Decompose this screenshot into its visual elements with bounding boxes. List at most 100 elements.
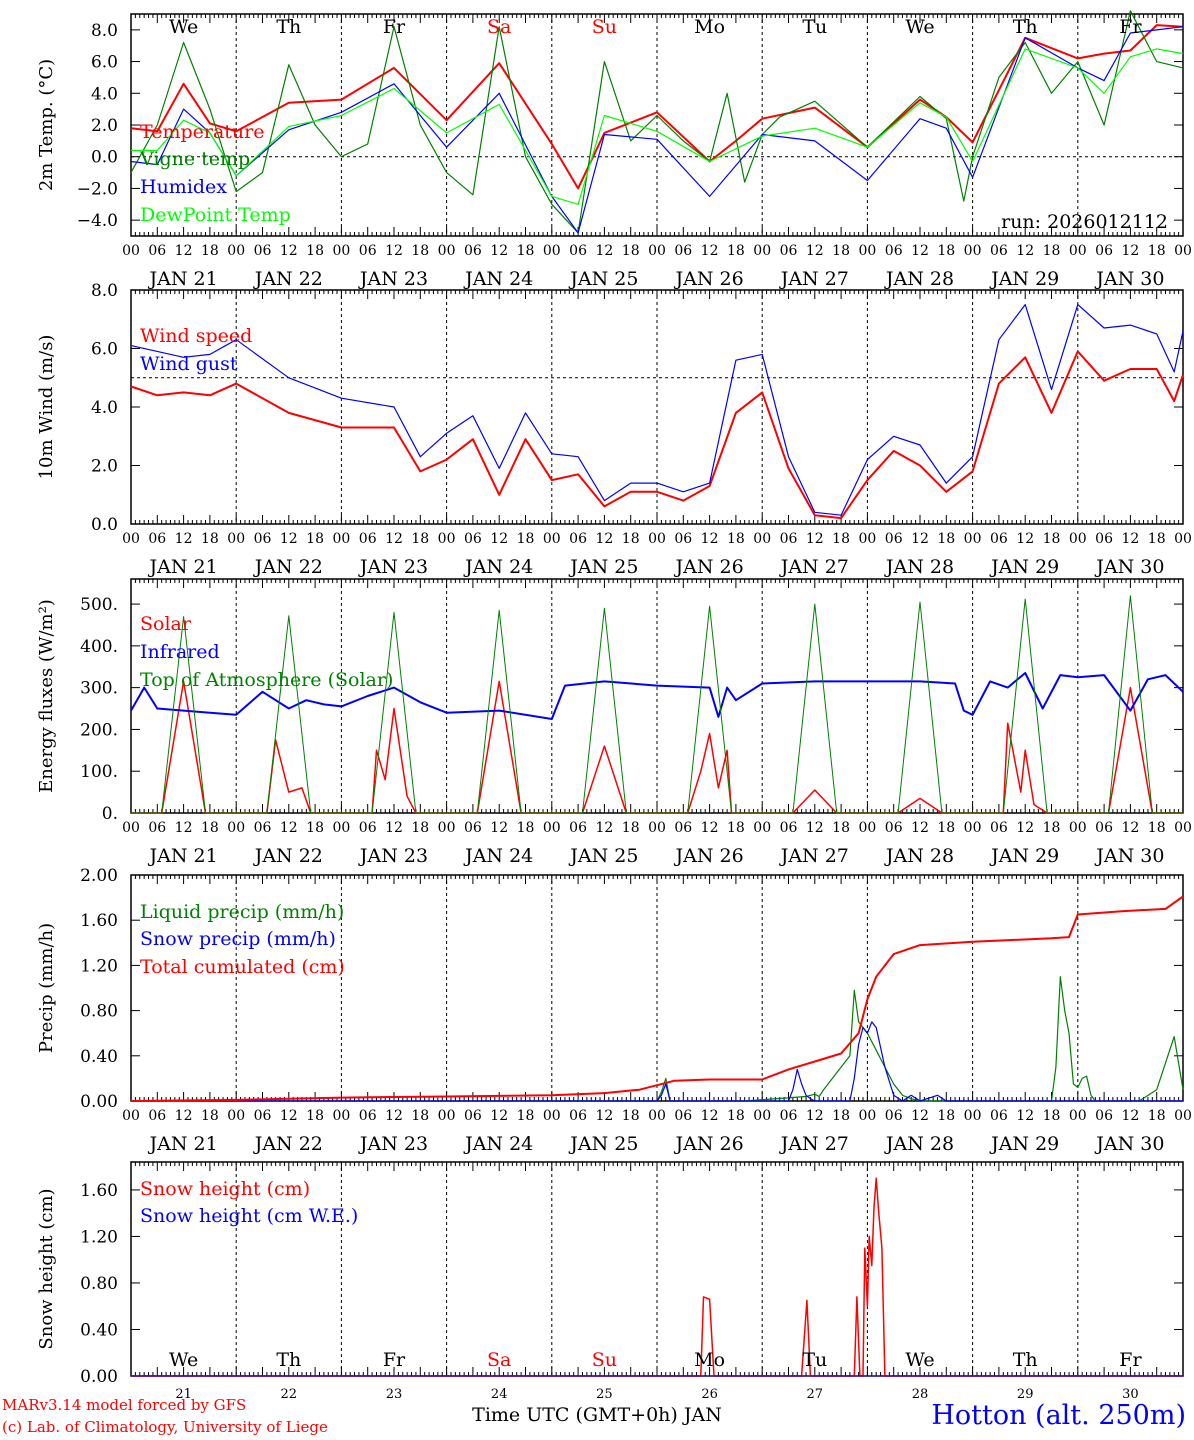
weekday-label: Th xyxy=(276,1349,301,1371)
legend-label: Top of Atmosphere (Solar) xyxy=(140,669,393,691)
y-tick-label: 0.0 xyxy=(91,515,118,535)
y-axis-label: 2m Temp. (°C) xyxy=(36,59,57,191)
hour-tick-label: 12 xyxy=(911,531,929,547)
hour-tick-label: 18 xyxy=(411,820,429,836)
hour-tick-label: 00 xyxy=(648,243,666,259)
hour-tick-label: 00 xyxy=(648,820,666,836)
hour-tick-label: 18 xyxy=(517,243,535,259)
date-label: JAN 23 xyxy=(358,268,428,290)
panel-4: 0.00 0.40 0.80 1.20 1.60 2.00 Precip (mm/h) Liq… xyxy=(36,866,1192,1155)
date-label: JAN 29 xyxy=(989,1133,1059,1155)
date-label: JAN 26 xyxy=(674,556,744,578)
hour-tick-label: 00 xyxy=(438,531,456,547)
hour-tick-label: 06 xyxy=(464,1108,482,1124)
hour-tick-label: 06 xyxy=(569,531,587,547)
date-label: JAN 28 xyxy=(884,556,954,578)
date-label: JAN 25 xyxy=(568,845,638,867)
hour-tick-label: 06 xyxy=(254,531,272,547)
date-label: JAN 26 xyxy=(674,1133,744,1155)
hour-tick-label: 18 xyxy=(1043,531,1061,547)
date-label: JAN 25 xyxy=(568,1133,638,1155)
weekday-label: Fr xyxy=(1119,16,1142,38)
legend-label: Snow height (cm) xyxy=(140,1178,310,1200)
hour-tick-label: 00 xyxy=(648,531,666,547)
day-number-label: 21 xyxy=(175,1387,192,1402)
hour-tick-label: 12 xyxy=(1016,243,1034,259)
hour-tick-label: 12 xyxy=(280,820,298,836)
hour-tick-label: 18 xyxy=(832,1108,850,1124)
series-line-3 xyxy=(130,26,1184,234)
hour-tick-label: 18 xyxy=(306,1108,324,1124)
hour-tick-label: 18 xyxy=(1148,820,1166,836)
y-tick-label: 0.00 xyxy=(80,1092,118,1112)
hour-tick-label: 18 xyxy=(832,243,850,259)
hour-tick-label: 00 xyxy=(227,243,245,259)
day-number-label: 27 xyxy=(807,1387,824,1402)
legend-label: Wind gust xyxy=(140,353,238,375)
y-tick-label: 1.20 xyxy=(80,1227,118,1247)
panel-3: 0. 100. 200. 300. 400. 500. Energy fluxes (W/m… xyxy=(36,578,1192,867)
date-label: JAN 22 xyxy=(253,1133,323,1155)
hour-tick-label: 18 xyxy=(201,820,219,836)
day-number-label: 28 xyxy=(912,1387,929,1402)
time-axis-title: Time UTC (GMT+0h) JAN xyxy=(472,1404,722,1426)
y-tick-label: 2.0 xyxy=(91,457,118,477)
y-tick-label: 1.60 xyxy=(80,1181,118,1201)
hour-tick-label: 12 xyxy=(806,531,824,547)
date-label: JAN 21 xyxy=(148,556,218,578)
hour-tick-label: 12 xyxy=(1121,243,1139,259)
hour-tick-label: 06 xyxy=(885,531,903,547)
hour-tick-label: 06 xyxy=(359,243,377,259)
hour-tick-label: 06 xyxy=(148,531,166,547)
hour-tick-label: 18 xyxy=(727,531,745,547)
date-label: JAN 22 xyxy=(253,556,323,578)
hour-tick-label: 12 xyxy=(701,531,719,547)
hour-tick-label: 06 xyxy=(1095,1108,1113,1124)
y-axis-label: Precip (mm/h) xyxy=(36,923,57,1053)
hour-tick-label: 18 xyxy=(1148,243,1166,259)
series-line-2 xyxy=(130,304,1184,516)
date-label: JAN 27 xyxy=(779,268,849,290)
date-label: JAN 23 xyxy=(358,556,428,578)
date-label: JAN 24 xyxy=(463,1133,533,1155)
hour-tick-label: 12 xyxy=(806,1108,824,1124)
date-label: JAN 25 xyxy=(568,556,638,578)
hour-tick-label: 00 xyxy=(964,531,982,547)
hour-tick-label: 06 xyxy=(148,1108,166,1124)
legend-label: Humidex xyxy=(140,176,227,198)
hour-tick-label: 12 xyxy=(911,1108,929,1124)
legend-label: Snow precip (mm/h) xyxy=(140,928,336,950)
hour-tick-label: 18 xyxy=(411,243,429,259)
hour-tick-label: 12 xyxy=(490,531,508,547)
hour-tick-label: 06 xyxy=(990,243,1008,259)
y-tick-label: 300. xyxy=(80,679,118,699)
weekday-label: Th xyxy=(1013,16,1038,38)
series-line-4 xyxy=(131,48,1184,205)
y-tick-label: 2.00 xyxy=(80,866,118,886)
hour-tick-label: 18 xyxy=(517,820,535,836)
hour-tick-label: 06 xyxy=(254,820,272,836)
day-number-label: 26 xyxy=(701,1387,718,1402)
hour-tick-label: 12 xyxy=(806,820,824,836)
hour-tick-label: 18 xyxy=(306,243,324,259)
hour-tick-label: 18 xyxy=(1148,1108,1166,1124)
hour-tick-label: 06 xyxy=(569,1108,587,1124)
date-label: JAN 30 xyxy=(1094,268,1164,290)
hour-tick-label: 12 xyxy=(175,820,193,836)
weekday-label: We xyxy=(169,1349,198,1371)
hour-tick-label: 12 xyxy=(280,1108,298,1124)
weekday-label: Su xyxy=(592,16,617,38)
y-axis-label: Energy fluxes (W/m²) xyxy=(36,599,57,793)
hour-tick-label: 06 xyxy=(990,1108,1008,1124)
station-name: Hotton (alt. 250m) xyxy=(931,1400,1186,1431)
panel-1: −4.0 −2.0 0.0 2.0 4.0 6.0 8.0 2m Temp. (°C) Temp… xyxy=(36,10,1192,290)
weekday-label: Th xyxy=(1013,1349,1038,1371)
y-tick-label: 0.80 xyxy=(80,1002,118,1022)
hour-tick-label: 06 xyxy=(780,1108,798,1124)
hour-tick-label: 00 xyxy=(543,820,561,836)
date-label: JAN 28 xyxy=(884,845,954,867)
hour-tick-label: 00 xyxy=(964,1108,982,1124)
hour-tick-label: 18 xyxy=(937,531,955,547)
day-number-label: 23 xyxy=(386,1387,403,1402)
date-label: JAN 28 xyxy=(884,1133,954,1155)
